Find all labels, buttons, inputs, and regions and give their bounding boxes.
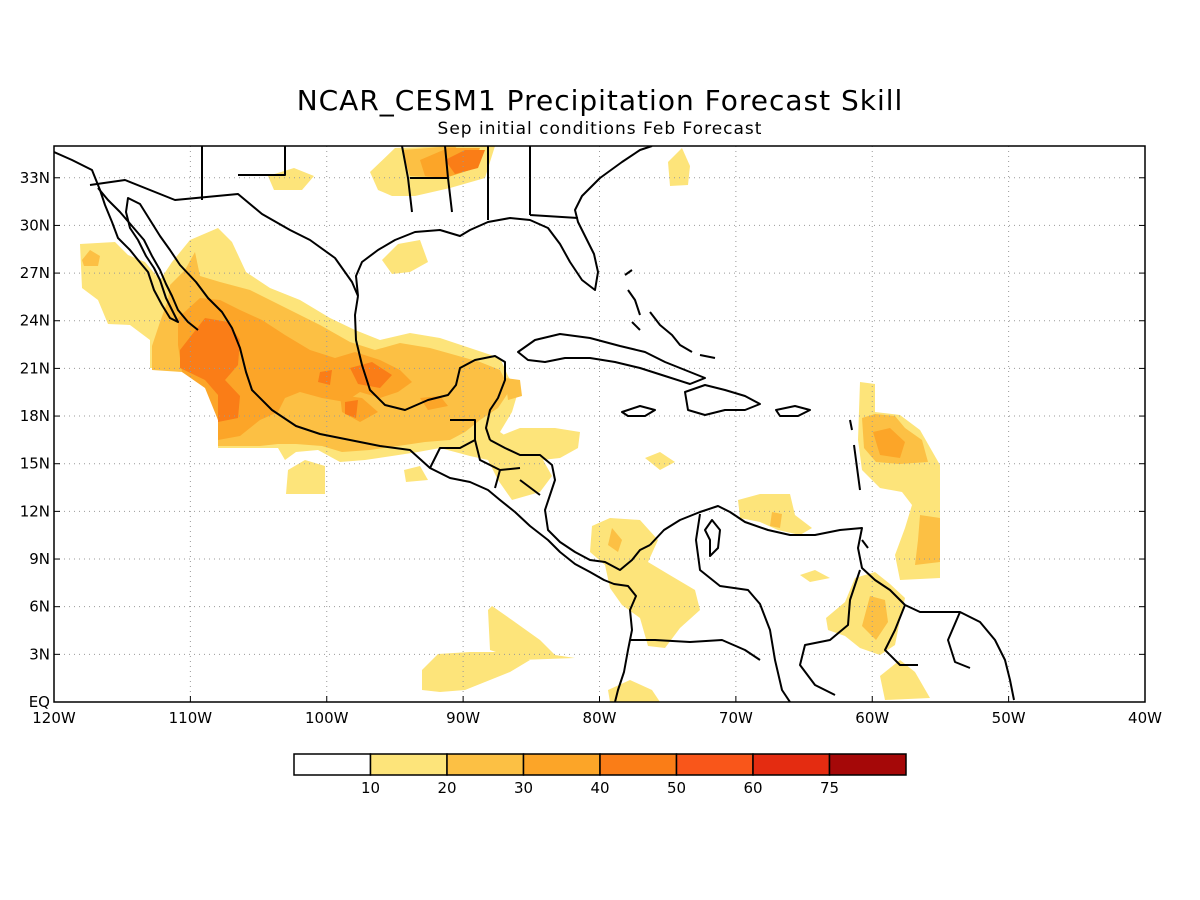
colorbar-label: 10 (361, 779, 380, 797)
lat-tick-label: 15N (20, 455, 50, 473)
central-america-caribbean-coast (489, 439, 651, 571)
gulf-of-california-coast (97, 187, 199, 331)
lon-tick-label: 40W (1128, 709, 1162, 727)
us-state-borders (201, 146, 579, 220)
skill-level-10-20 (80, 146, 940, 702)
lat-tick-label: 18N (20, 407, 50, 425)
colombia-peru-border (630, 639, 761, 661)
colorbar-swatch (599, 753, 678, 776)
colorbar-label: 60 (743, 779, 762, 797)
colorbar-label: 40 (590, 779, 609, 797)
lesser-antilles (849, 419, 869, 549)
lat-tick-label: 30N (20, 216, 50, 234)
lat-tick-label: 12N (20, 502, 50, 520)
colorbar-label: 50 (667, 779, 686, 797)
chart-title: NCAR_CESM1 Precipitation Forecast Skill (296, 84, 904, 117)
lon-tick-label: 100W (305, 709, 349, 727)
central-america-borders (429, 419, 541, 496)
lat-tick-label: 6N (29, 598, 50, 616)
lat-tick-label: 24N (20, 312, 50, 330)
colombia-venezuela-border (695, 513, 791, 702)
colorbar-swatch (293, 753, 372, 776)
lake-maracaibo (704, 519, 721, 557)
us-mexico-border (89, 179, 359, 297)
gulf-coast-us (355, 146, 653, 297)
colorbar-swatch (522, 753, 601, 776)
lon-tick-label: 60W (855, 709, 889, 727)
guyana-suriname-border (884, 604, 918, 666)
venezuela-guyana-border (799, 569, 861, 696)
puerto-rico (775, 405, 811, 417)
lon-tick-label: 110W (169, 709, 213, 727)
lon-tick-label: 120W (32, 709, 76, 727)
hispaniola (684, 384, 761, 416)
colorbar-swatch (752, 753, 831, 776)
colorbar-swatch (446, 753, 525, 776)
map-frame: 120W 110W 100W 90W 80W 70W 60W 50W 40W EQ 3N 6N 9N 12… (20, 145, 1162, 727)
skill-level-40-50 (180, 150, 485, 422)
bahamas (624, 269, 716, 359)
south-america-coast (649, 505, 1015, 701)
lon-tick-label: 70W (719, 709, 753, 727)
colorbar-swatch (369, 753, 448, 776)
lat-tick-label: 3N (29, 645, 50, 663)
cuba (517, 333, 706, 385)
lon-tick-label: 50W (992, 709, 1026, 727)
colorbar: 10 20 30 40 50 60 75 (293, 753, 907, 797)
colorbar-label: 75 (820, 779, 839, 797)
colorbar-label: 20 (437, 779, 456, 797)
coastlines (54, 146, 1015, 702)
suriname-guiana-border (947, 611, 971, 669)
colorbar-swatch (675, 753, 754, 776)
pacific-coastline (54, 151, 637, 702)
skill-shading (80, 146, 940, 702)
lat-tick-label: 27N (20, 264, 50, 282)
jamaica (621, 405, 656, 417)
mexico-gulf-coast (354, 295, 506, 441)
lon-tick-label: 80W (583, 709, 617, 727)
colorbar-label: 30 (514, 779, 533, 797)
colorbar-swatch (828, 753, 907, 776)
lon-tick-label: 90W (446, 709, 480, 727)
chart-subtitle: Sep initial conditions Feb Forecast (437, 119, 763, 139)
lat-tick-label: EQ (29, 693, 50, 711)
lat-tick-label: 33N (20, 169, 50, 187)
lat-tick-label: 21N (20, 359, 50, 377)
lat-tick-label: 9N (29, 550, 50, 568)
